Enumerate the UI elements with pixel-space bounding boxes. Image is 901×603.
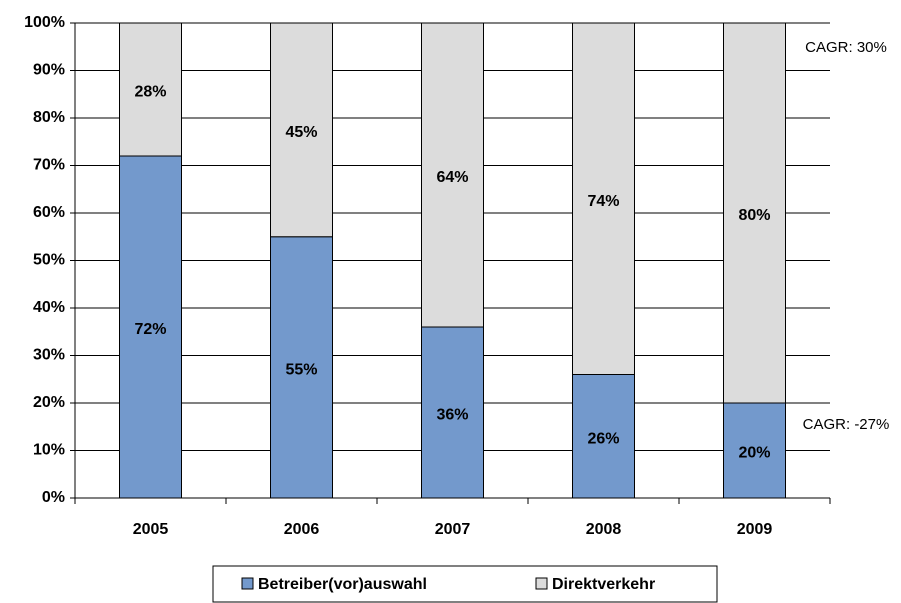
legend-swatch: [241, 577, 254, 590]
bar-segment: [723, 22, 786, 404]
data-label: 64%: [436, 169, 468, 186]
y-tick-label: 70%: [33, 157, 65, 174]
y-tick-label: 30%: [33, 347, 65, 364]
data-label: 36%: [436, 407, 468, 424]
y-tick-label: 20%: [33, 394, 65, 411]
x-tick-label: 2006: [284, 521, 320, 538]
data-label: 80%: [738, 207, 770, 224]
y-tick-label: 0%: [42, 489, 65, 506]
legend-label: Direktverkehr: [552, 576, 655, 593]
legend-swatch: [535, 577, 548, 590]
bar-segment: [119, 22, 182, 157]
bar-segment: [421, 22, 484, 328]
y-tick-label: 10%: [33, 442, 65, 459]
bar-segment: [119, 155, 182, 499]
bar-segment: [270, 22, 333, 238]
y-tick-label: 90%: [33, 62, 65, 79]
x-tick-label: 2009: [737, 521, 773, 538]
data-label: 20%: [738, 445, 770, 462]
data-label: 45%: [285, 124, 317, 141]
annotation: CAGR: -27%: [803, 416, 890, 433]
annotation: CAGR: 30%: [805, 39, 887, 56]
data-label: 72%: [134, 321, 166, 338]
y-tick-label: 40%: [33, 299, 65, 316]
x-tick-label: 2007: [435, 521, 471, 538]
y-tick-label: 100%: [24, 14, 65, 31]
data-label: 55%: [285, 362, 317, 379]
bar-segment: [421, 326, 484, 499]
data-label: 74%: [587, 193, 619, 210]
y-tick-label: 50%: [33, 252, 65, 269]
bar-segment: [270, 236, 333, 499]
data-label: 26%: [587, 430, 619, 447]
x-tick-label: 2008: [586, 521, 622, 538]
x-tick-label: 2005: [133, 521, 169, 538]
bar-segment: [572, 22, 635, 375]
data-label: 28%: [134, 84, 166, 101]
legend-label: Betreiber(vor)auswahl: [258, 576, 427, 593]
y-tick-label: 80%: [33, 109, 65, 126]
legend-box: [212, 565, 718, 603]
bar-segment: [723, 402, 786, 499]
bar-segment: [572, 374, 635, 499]
y-tick-label: 60%: [33, 204, 65, 221]
